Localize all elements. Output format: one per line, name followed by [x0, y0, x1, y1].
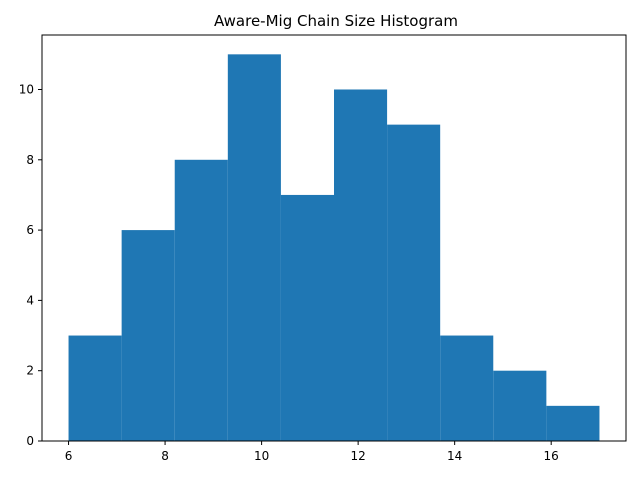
x-tick-label: 8	[161, 449, 169, 463]
x-tick-label: 6	[65, 449, 73, 463]
x-tick-label: 12	[350, 449, 365, 463]
y-tick-label: 8	[26, 153, 34, 167]
y-tick-label: 2	[26, 364, 34, 378]
y-tick-label: 6	[26, 223, 34, 237]
plot-frame	[41, 34, 627, 442]
histogram-bar	[493, 370, 547, 441]
histogram-bar	[280, 194, 334, 441]
y-tick-label: 4	[26, 293, 34, 307]
histogram-bar	[174, 159, 228, 441]
y-tick-label: 0	[26, 434, 34, 448]
x-tick-label: 14	[447, 449, 462, 463]
x-axis-ticks: 6 8 10 12 14 16	[65, 441, 559, 463]
histogram-bar	[121, 230, 175, 441]
histogram-bar	[334, 89, 388, 441]
y-tick-label: 10	[19, 82, 34, 96]
x-tick-label: 10	[254, 449, 269, 463]
histogram-bar	[387, 124, 441, 442]
histogram-bar	[227, 54, 281, 441]
histogram-bar	[440, 335, 494, 441]
bars-group	[68, 54, 600, 442]
histogram-bar	[546, 405, 600, 441]
y-axis-ticks: 0 2 4 6 8 10	[19, 82, 42, 448]
histogram-bar	[68, 335, 122, 441]
chart-title: Aware-Mig Chain Size Histogram	[214, 12, 458, 30]
x-tick-label: 16	[544, 449, 559, 463]
